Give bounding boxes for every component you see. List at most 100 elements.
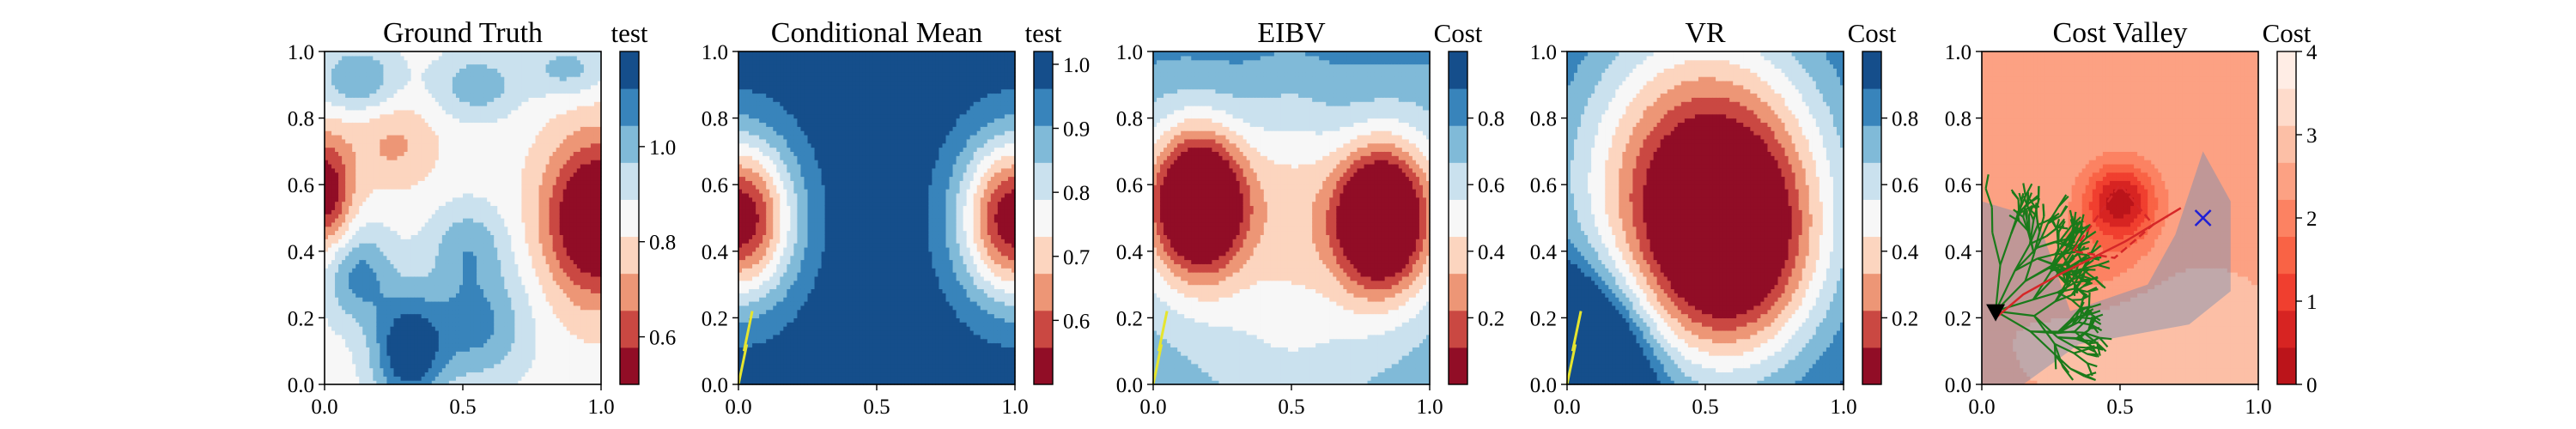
heatmap-cell [335, 285, 339, 289]
heatmap-cell [487, 227, 491, 231]
heatmap-cell [380, 360, 384, 364]
heatmap-cell [432, 347, 436, 351]
heatmap-cell [470, 160, 474, 164]
heatmap-cell [428, 122, 433, 126]
heatmap-cell [415, 301, 419, 305]
heatmap-cell [490, 189, 495, 193]
heatmap-cell [383, 60, 387, 64]
heatmap-cell [411, 317, 416, 322]
heatmap-cell [401, 305, 405, 310]
heatmap-cell [342, 314, 346, 318]
heatmap-cell [536, 168, 540, 172]
heatmap-cell [383, 143, 387, 148]
heatmap-cell [514, 263, 519, 268]
heatmap-cell [338, 193, 343, 197]
heatmap-cell [511, 297, 515, 301]
heatmap-cell [394, 148, 398, 152]
heatmap-cell [470, 197, 474, 202]
heatmap-cell [418, 330, 422, 335]
heatmap-cell [376, 222, 380, 227]
heatmap-cell [373, 276, 377, 281]
heatmap-cell [477, 89, 481, 94]
heatmap-cell [439, 276, 443, 281]
heatmap-cell [504, 151, 508, 155]
heatmap-cell [418, 335, 422, 339]
heatmap-cell [383, 160, 387, 164]
heatmap-cell [456, 343, 460, 347]
heatmap-cell [425, 218, 429, 222]
heatmap-cell [383, 126, 387, 130]
heatmap-cell [480, 293, 484, 297]
heatmap-cell [366, 351, 370, 355]
heatmap-cell [369, 351, 374, 355]
heatmap-cell [497, 326, 501, 330]
heatmap-cell [415, 227, 419, 231]
heatmap-cell [366, 218, 370, 222]
heatmap-cell [511, 256, 515, 260]
heatmap-cell [355, 76, 360, 81]
heatmap-cell [449, 139, 453, 143]
heatmap-cell [362, 94, 367, 98]
heatmap-cell [418, 193, 422, 197]
heatmap-cell [432, 209, 436, 214]
heatmap-cell [525, 263, 529, 268]
heatmap-cell [338, 243, 343, 247]
heatmap-cell [345, 339, 349, 343]
heatmap-cell [507, 151, 512, 155]
heatmap-cell [342, 94, 346, 98]
heatmap-cell [477, 114, 481, 118]
heatmap-cell [418, 272, 422, 276]
heatmap-cell [532, 293, 537, 297]
heatmap-cell [483, 76, 488, 81]
heatmap-cell [366, 205, 370, 209]
heatmap-cell [453, 148, 457, 152]
heatmap-cell [404, 247, 409, 251]
heatmap-cell [432, 110, 436, 114]
heatmap-cell [536, 227, 540, 231]
heatmap-cell [483, 130, 488, 135]
heatmap-cell [408, 239, 412, 243]
heatmap-cell [328, 297, 332, 301]
heatmap-cell [487, 189, 491, 193]
heatmap-cell [536, 89, 540, 94]
heatmap-cell [362, 268, 367, 272]
heatmap-cell [477, 85, 481, 89]
heatmap-cell [473, 118, 477, 123]
heatmap-cell [532, 85, 537, 89]
heatmap-cell [342, 335, 346, 339]
heatmap-cell [494, 343, 498, 347]
heatmap-cell [487, 355, 491, 360]
heatmap-cell [473, 160, 477, 164]
heatmap-cell [483, 101, 488, 106]
heatmap-cell [446, 239, 450, 243]
heatmap-cell [507, 322, 512, 326]
heatmap-cell [539, 326, 544, 330]
heatmap-cell [335, 94, 339, 98]
heatmap-cell [459, 101, 464, 106]
heatmap-cell [501, 310, 505, 314]
heatmap-cell [352, 148, 356, 152]
heatmap-cell [470, 263, 474, 268]
heatmap-cell [422, 301, 426, 305]
heatmap-cell [415, 135, 419, 139]
heatmap-cell [352, 360, 356, 364]
heatmap-cell [463, 172, 467, 177]
heatmap-cell [459, 368, 464, 372]
heatmap-cell [425, 239, 429, 243]
heatmap-cell [480, 305, 484, 310]
heatmap-cell [477, 268, 481, 272]
heatmap-cell [352, 177, 356, 181]
heatmap-cell [536, 126, 540, 130]
heatmap-cell [425, 231, 429, 235]
heatmap-cell [355, 272, 360, 276]
heatmap-cell [422, 126, 426, 130]
heatmap-cell [453, 317, 457, 322]
heatmap-cell [483, 256, 488, 260]
heatmap-cell [401, 97, 405, 101]
heatmap-cell [432, 272, 436, 276]
heatmap-cell [487, 143, 491, 148]
heatmap-cell [418, 72, 422, 76]
heatmap-cell [359, 97, 363, 101]
heatmap-cell [345, 239, 349, 243]
heatmap-cell [380, 222, 384, 227]
